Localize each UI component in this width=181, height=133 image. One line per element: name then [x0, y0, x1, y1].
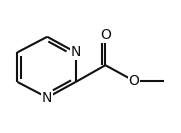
Text: N: N — [70, 45, 81, 59]
Text: O: O — [100, 28, 111, 42]
Text: O: O — [128, 74, 139, 88]
Text: N: N — [42, 91, 52, 105]
